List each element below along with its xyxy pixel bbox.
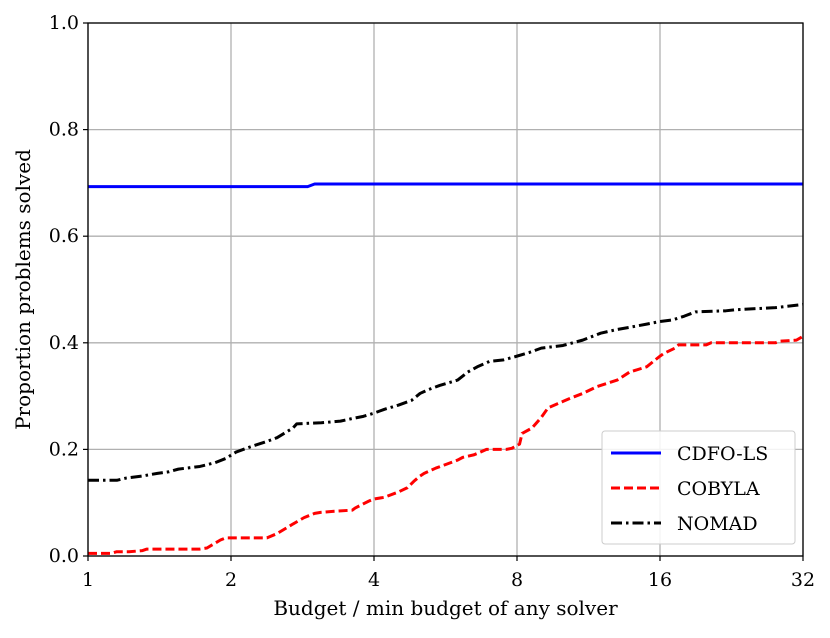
legend-label: COBYLA: [677, 478, 760, 500]
y-tick-label: 0.4: [49, 332, 79, 354]
y-tick-label: 0.2: [49, 438, 79, 460]
series-line-nomad: [88, 302, 804, 482]
x-tick-label: 1: [82, 569, 94, 591]
x-tick-label: 2: [225, 569, 237, 591]
series-line-cobyla: [88, 335, 804, 555]
plot-frame: [87, 22, 804, 557]
y-tick-label: 1.0: [49, 12, 79, 34]
legend: CDFO-LS COBYLA NOMAD: [601, 430, 796, 545]
legend-label: NOMAD: [677, 513, 758, 535]
y-tick-label: 0.8: [49, 119, 79, 141]
y-tick-label: 0.6: [49, 225, 79, 247]
x-tick-label: 32: [791, 569, 815, 591]
series-line-cdfo-ls: [88, 182, 803, 189]
x-tick-label: 4: [368, 569, 380, 591]
series-lines: [88, 182, 804, 555]
y-axis-label: Proportion problems solved: [11, 149, 35, 430]
grid: [87, 22, 804, 557]
axis-ticks: 1 2 4 8 16 32 0.0 0.2 0.4 0.6 0.8 1.0: [49, 12, 815, 591]
legend-box: [601, 430, 796, 545]
legend-label: CDFO-LS: [677, 443, 768, 465]
x-tick-label: 8: [511, 569, 523, 591]
x-tick-label: 16: [648, 569, 672, 591]
x-axis-label: Budget / min budget of any solver: [273, 596, 618, 620]
y-tick-label: 0.0: [49, 545, 79, 567]
